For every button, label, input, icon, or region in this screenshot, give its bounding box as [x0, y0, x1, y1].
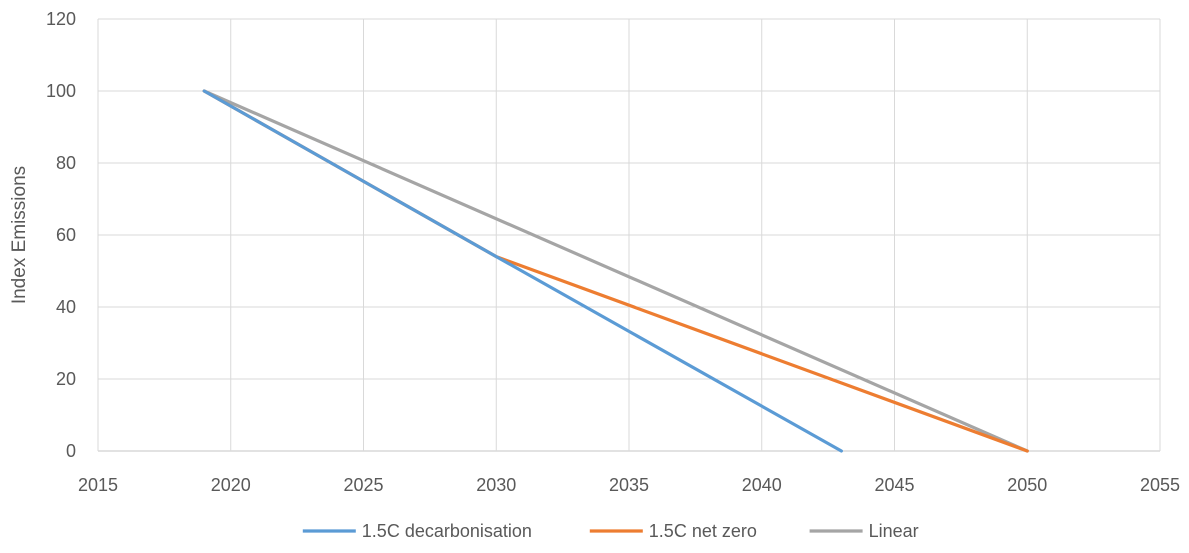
x-tick-label: 2035: [609, 475, 649, 495]
x-tick-label: 2015: [78, 475, 118, 495]
legend-label-linear: Linear: [869, 521, 919, 541]
series-line-linear: [202, 89, 1029, 453]
series-line-1-5c-decarbonisation: [202, 89, 844, 453]
x-tick-label: 2020: [211, 475, 251, 495]
x-tick-label: 2045: [874, 475, 914, 495]
x-tick-label: 2050: [1007, 475, 1047, 495]
y-tick-label: 0: [66, 441, 76, 461]
legend-label-1-5c-decarbonisation: 1.5C decarbonisation: [362, 521, 532, 541]
x-tick-label: 2040: [742, 475, 782, 495]
legend-label-1-5c-net-zero: 1.5C net zero: [649, 521, 757, 541]
y-tick-label: 100: [46, 81, 76, 101]
x-tick-label: 2030: [476, 475, 516, 495]
axes: [97, 19, 1160, 452]
y-axis-title: Index Emissions: [9, 166, 30, 304]
y-tick-label: 120: [46, 9, 76, 29]
y-tick-label: 60: [56, 225, 76, 245]
y-tick-label: 40: [56, 297, 76, 317]
x-tick-label: 2055: [1140, 475, 1180, 495]
y-tick-label: 80: [56, 153, 76, 173]
x-tick-label: 2025: [343, 475, 383, 495]
tick-labels: 2015 2020 2025 2030 2035 2040 2045 2050 20550204…: [46, 9, 1180, 495]
legend: 1.5C decarbonisation 1.5C net zero Linear: [302, 521, 919, 541]
y-tick-label: 20: [56, 369, 76, 389]
gridlines: [98, 18, 1161, 451]
series-lines: [202, 89, 1029, 453]
